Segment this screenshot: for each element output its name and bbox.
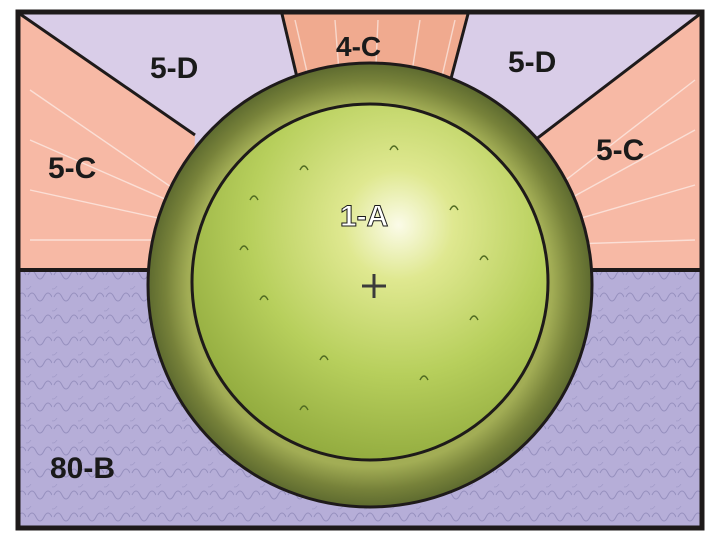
center-point-marker xyxy=(362,274,386,298)
label-4-c: 4-C xyxy=(336,31,381,62)
label-5-d-left: 5-D xyxy=(150,52,198,85)
lawn-circle xyxy=(190,102,550,462)
grass-marks xyxy=(239,145,489,411)
label-80-b: 80-B xyxy=(50,452,115,485)
label-5-c-right: 5-C xyxy=(596,134,644,167)
diagram-frame xyxy=(15,9,705,531)
zone-upper-left-pink xyxy=(20,14,195,268)
label-5-c-left: 5-C xyxy=(48,152,96,185)
label-5-d-right: 5-D xyxy=(508,46,556,79)
label-1-a: 1-A xyxy=(340,200,388,233)
